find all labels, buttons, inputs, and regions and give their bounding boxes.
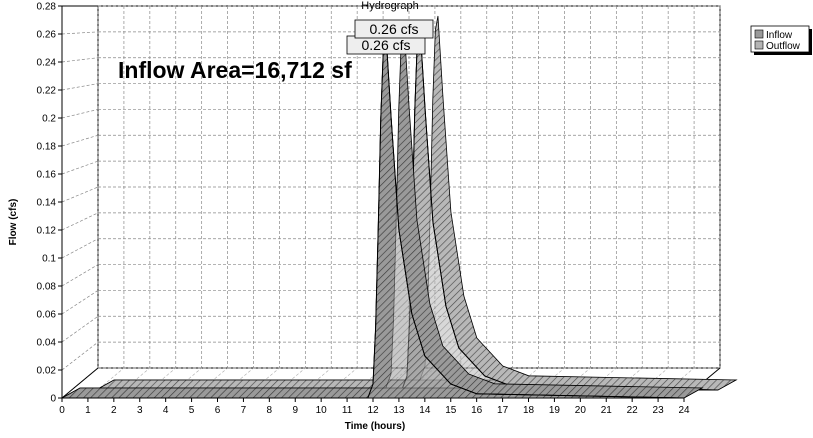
y-tick-label: 0.02 <box>37 366 57 377</box>
y-tick-label: 0.2 <box>42 114 56 125</box>
x-tick-label: 10 <box>316 405 328 416</box>
area-annotation: Inflow Area=16,712 sf <box>118 57 352 83</box>
y-tick-label: 0.28 <box>37 2 57 13</box>
x-tick-label: 15 <box>445 405 457 416</box>
y-axis-ticks: 0 0.02 0.04 0.06 0.08 0.1 0.12 0.14 0.16 0.18 0.2 0… <box>37 2 62 405</box>
x-axis-ticks: 0 1 2 3 4 5 6 7 8 9 10 11 12 13 14 15 16 17 18 19 20 21 22 23 24 <box>59 398 690 416</box>
y-tick-label: 0.04 <box>37 338 57 349</box>
peak-label-outflow: 0.26 cfs <box>369 21 418 37</box>
x-tick-label: 20 <box>575 405 587 416</box>
legend-label-inflow: Inflow <box>766 30 793 41</box>
grid-diagonal <box>61 109 99 119</box>
x-tick-label: 11 <box>342 405 353 416</box>
legend-swatch-outflow <box>754 40 764 50</box>
x-tick-label: 6 <box>215 405 221 416</box>
y-tick-label: 0.1 <box>42 254 56 265</box>
x-tick-label: 3 <box>137 405 143 416</box>
grid-diagonal <box>61 83 99 91</box>
grid-diagonal <box>61 238 99 259</box>
grid-diagonal <box>61 186 99 203</box>
x-tick-label: 4 <box>163 405 169 416</box>
x-tick-label: 14 <box>419 405 431 416</box>
y-tick-label: 0.16 <box>37 170 57 181</box>
x-tick-label: 0 <box>59 405 65 416</box>
grid-diagonal <box>61 57 99 63</box>
x-tick-label: 17 <box>497 405 509 416</box>
y-tick-label: 0.12 <box>37 226 57 237</box>
series-layer <box>60 15 738 399</box>
x-tick-label: 19 <box>549 405 561 416</box>
peak-label-inflow: 0.26 cfs <box>361 37 410 53</box>
y-tick-label: 0.06 <box>37 310 57 321</box>
y-tick-label: 0.24 <box>37 58 57 69</box>
legend-swatch-inflow <box>754 29 764 39</box>
legend-label-outflow: Outflow <box>766 41 801 52</box>
y-tick-label: 0.08 <box>37 282 57 293</box>
y-tick-label: 0.14 <box>37 198 57 209</box>
x-tick-label: 13 <box>393 405 405 416</box>
y-tick-label: 0.22 <box>37 86 57 97</box>
x-tick-label: 24 <box>678 405 690 416</box>
x-tick-label: 18 <box>523 405 535 416</box>
grid-diagonal <box>61 290 99 315</box>
x-tick-label: 1 <box>85 405 91 416</box>
peak-label-box <box>354 19 434 39</box>
x-tick-label: 8 <box>267 405 273 416</box>
x-axis-label: Time (hours) <box>345 421 405 432</box>
x-tick-label: 5 <box>189 405 195 416</box>
x-tick-label: 22 <box>627 405 639 416</box>
x-tick-label: 7 <box>241 405 247 416</box>
grid-diagonal <box>61 264 99 287</box>
grid-diagonal <box>61 160 99 175</box>
grid-diagonal <box>61 212 99 231</box>
y-tick-label: 0.26 <box>37 30 57 41</box>
x-tick-label: 12 <box>367 405 379 416</box>
x-tick-label: 23 <box>653 405 665 416</box>
x-tick-label: 21 <box>601 405 613 416</box>
grid-diagonal <box>61 134 99 147</box>
y-tick-label: 0 <box>50 394 56 405</box>
x-tick-label: 9 <box>292 405 298 416</box>
y-axis-label: Flow (cfs) <box>8 199 19 246</box>
grid-diagonal <box>61 31 99 35</box>
y-tick-label: 0.18 <box>37 142 57 153</box>
grid-diagonal <box>61 341 99 371</box>
grid-diagonal <box>61 316 99 343</box>
x-tick-label: 2 <box>111 405 117 416</box>
side-wall-bottom <box>61 367 99 399</box>
x-tick-label: 16 <box>471 405 483 416</box>
